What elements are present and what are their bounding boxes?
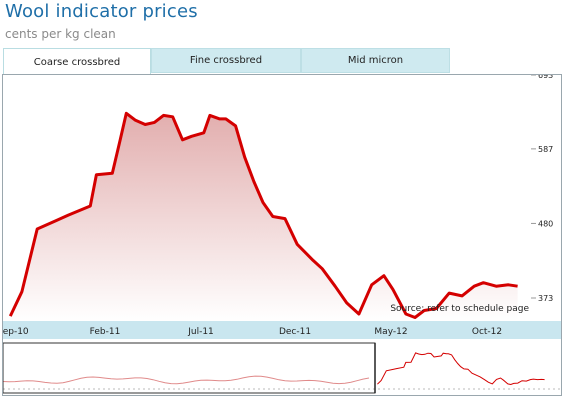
- price-chart: 373 480 587 693 Source: refer to schedule p…: [0, 71, 561, 394]
- x-axis-band: [3, 321, 561, 339]
- navigator-history-line: [2, 375, 370, 385]
- price-area-fill: [10, 113, 518, 321]
- x-tick-label: Feb-11: [90, 327, 121, 337]
- tab-mid-micron[interactable]: Mid micron: [301, 48, 450, 73]
- tab-fine-crossbred[interactable]: Fine crossbred: [151, 48, 301, 73]
- x-axis: Sep-10 Feb-11 Jul-11 Dec-11 May-12 Oct-12: [0, 327, 502, 337]
- navigator-window-line: [377, 352, 545, 386]
- x-tick-label: Sep-10: [3, 327, 29, 337]
- page-title: Wool indicator prices: [5, 1, 198, 22]
- navigator-unselected-range: [2, 342, 376, 394]
- navigator-track: [3, 343, 561, 393]
- y-tick-label: 587: [538, 145, 553, 154]
- y-tick-label: 693: [538, 75, 553, 80]
- y-axis: 373 480 587 693: [531, 71, 553, 303]
- price-series-line[interactable]: [8, 111, 518, 319]
- source-annotation: Source: refer to schedule page: [390, 304, 529, 314]
- chart-units-subtitle: cents per kg clean: [5, 27, 116, 41]
- x-tick-label: Dec-11: [279, 327, 311, 337]
- x-tick-label: Jul-11: [187, 327, 214, 337]
- x-tick-label: May-12: [374, 327, 407, 337]
- plot-area[interactable]: [8, 111, 518, 321]
- y-tick-label: 480: [538, 219, 553, 228]
- x-tick-label: Oct-12: [472, 327, 502, 337]
- chart-frame: 373 480 587 693 Source: refer to schedule p…: [0, 71, 562, 396]
- tab-bar: Coarse crossbred Fine crossbred Mid micr…: [3, 48, 450, 75]
- y-tick-label: 373: [538, 294, 553, 303]
- range-navigator[interactable]: [2, 342, 561, 394]
- tab-coarse-crossbred[interactable]: Coarse crossbred: [3, 48, 151, 75]
